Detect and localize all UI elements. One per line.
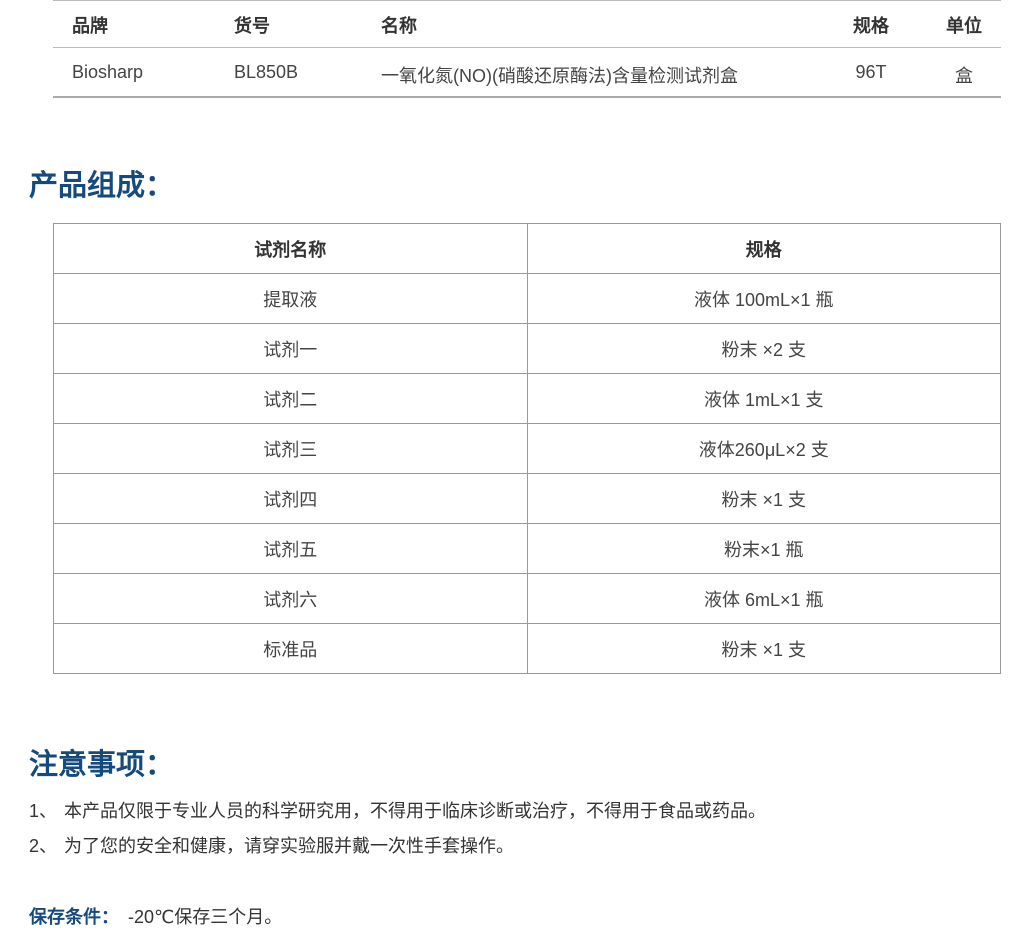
header-cell: 规格 [526,223,1001,274]
rule [53,0,1001,1]
composition-table: 试剂名称 规格 提取液 液体 100mL×1 瓶试剂一 粉末 ×2 支试剂二 液体 1mL… [53,223,1001,674]
header-cell: 单位 [946,16,982,36]
cell: 液体 6mL×1 瓶 [526,573,1001,624]
storage-text: -20℃保存三个月。 [128,907,283,927]
cell: 96T [855,62,887,82]
cell: 粉末×1 瓶 [526,523,1001,574]
cell: 试剂五 [53,523,528,574]
note-text: 为了您的安全和健康，请穿实验服并戴一次性手套操作。 [64,836,514,856]
rule [53,96,1001,98]
cell: 试剂二 [53,373,528,424]
cell: 试剂三 [53,423,528,474]
cell: 一氧化氮(NO)(硝酸还原酶法)含量检测试剂盒 [381,66,738,86]
note-text: 本产品仅限于专业人员的科学研究用，不得用于临床诊断或治疗，不得用于食品或药品。 [64,801,766,821]
row: 试剂四 粉末 ×1 支 [53,473,1001,524]
cell: 试剂一 [53,323,528,374]
row: 试剂三 液体260μL×2 支 [53,423,1001,474]
row: 提取液 液体 100mL×1 瓶 [53,273,1001,324]
cell: 粉末 ×1 支 [526,473,1001,524]
row: 试剂一 粉末 ×2 支 [53,323,1001,374]
header-cell: 规格 [853,16,889,36]
header-cell: 货号 [234,16,270,36]
cell: 盒 [955,66,973,86]
cell: 粉末 ×1 支 [526,623,1001,674]
section-title: 产品组成： [29,170,175,202]
cell: 标准品 [53,623,528,674]
cell: 液体 100mL×1 瓶 [526,273,1001,324]
note-number: 1、 [29,801,58,821]
cell: 试剂六 [53,573,528,624]
cell: 提取液 [53,273,528,324]
row: 试剂六 液体 6mL×1 瓶 [53,573,1001,624]
section-title: 注意事项： [29,749,175,781]
row: 试剂二 液体 1mL×1 支 [53,373,1001,424]
header-cell: 试剂名称 [53,223,528,274]
cell: 试剂四 [53,473,528,524]
cell: BL850B [234,62,299,82]
cell: Biosharp [72,62,144,82]
rule [53,47,1001,48]
note-number: 2、 [29,836,58,856]
row: 标准品 粉末 ×1 支 [53,623,1001,674]
cell: 粉末 ×2 支 [526,323,1001,374]
header-cell: 名称 [381,16,417,36]
storage-label: 保存条件： [29,907,119,927]
header-cell: 品牌 [72,16,108,36]
header-row: 试剂名称 规格 [53,223,1001,274]
row: 试剂五 粉末×1 瓶 [53,523,1001,574]
cell: 液体 1mL×1 支 [526,373,1001,424]
cell: 液体260μL×2 支 [526,423,1001,474]
